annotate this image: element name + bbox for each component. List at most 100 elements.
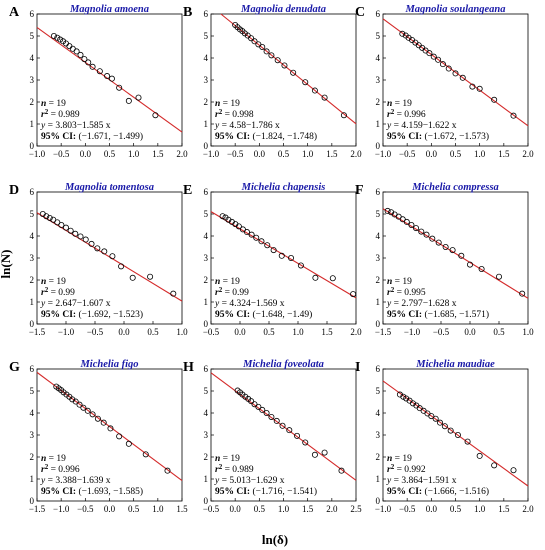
stat-n: n = 19	[41, 454, 66, 464]
regression-line	[220, 13, 357, 125]
data-point	[89, 63, 96, 70]
stat-ci: 95% CI: (−1.666, −1.516)	[387, 486, 489, 497]
data-point	[491, 462, 498, 469]
x-tick-label: 1.5	[498, 149, 510, 159]
stat-equation: y = 4.58−1.786 x	[214, 121, 280, 131]
data-point	[253, 234, 260, 241]
data-point	[85, 59, 92, 66]
data-point	[109, 253, 116, 260]
stat-ci: 95% CI: (−1.692, −1.523)	[41, 309, 143, 320]
data-point	[135, 94, 142, 101]
y-tick-label: 5	[204, 209, 209, 219]
data-point	[399, 30, 406, 37]
panel-title: Magnolia soulangeana	[404, 4, 505, 15]
data-point	[338, 467, 345, 474]
data-point	[50, 33, 57, 40]
data-point	[88, 240, 95, 247]
data-point	[432, 415, 439, 422]
data-point	[80, 404, 87, 411]
data-point	[89, 411, 96, 418]
data-point	[270, 247, 277, 254]
data-point	[43, 213, 50, 220]
y-tick-label: 3	[204, 253, 209, 263]
data-point	[321, 94, 328, 101]
data-point	[466, 261, 473, 268]
y-tick-label: 4	[376, 231, 381, 241]
regression-line	[210, 211, 357, 299]
panel-d: 0 1 2 3 4 5 6 −1.5 −1.0 −0.5 0.0 0.5 1.0 D Magnolia to…	[9, 182, 188, 337]
x-tick-label: −0.5	[227, 149, 244, 159]
data-point	[46, 214, 53, 221]
data-point	[476, 85, 483, 92]
y-tick-label: 6	[204, 9, 209, 19]
data-point	[441, 423, 448, 430]
data-point	[104, 73, 111, 80]
stat-n: n = 19	[387, 277, 412, 287]
data-point	[164, 467, 171, 474]
y-tick-label: 1	[376, 119, 381, 129]
x-tick-label: 0.0	[254, 149, 266, 159]
data-point	[58, 221, 65, 228]
data-point	[278, 252, 285, 259]
data-point	[77, 233, 84, 240]
panel-letter: G	[9, 360, 20, 375]
x-tick-label: 2.5	[350, 504, 362, 514]
x-tick-label: −1.0	[203, 149, 220, 159]
regression-line	[382, 208, 529, 299]
panel-i: 0 1 2 3 4 5 6 −1.0 −0.5 0.0 0.5 1.0 1.5 2.0 I Michelia …	[355, 359, 534, 514]
y-tick-label: 1	[30, 474, 35, 484]
x-tick-label: −0.5	[433, 327, 450, 337]
y-tick-label: 2	[376, 97, 381, 107]
data-point	[311, 87, 318, 94]
data-point	[76, 401, 83, 408]
stat-ci: 95% CI: (−1.824, −1.748)	[215, 131, 317, 142]
data-point	[264, 242, 271, 249]
stat-equation: y = 5.013−1.629 x	[214, 476, 285, 486]
stat-ci: 95% CI: (−1.693, −1.585)	[41, 486, 143, 497]
data-point	[101, 248, 108, 255]
panel-g: 0 1 2 3 4 5 6 −1.5 −1.0 −0.5 0.0 0.5 1.0 1.5 G Michelia…	[9, 359, 188, 514]
data-point	[430, 53, 437, 60]
data-point	[288, 254, 295, 261]
x-tick-label: −0.5	[203, 504, 220, 514]
data-point	[72, 398, 79, 405]
x-tick-label: −0.5	[203, 327, 220, 337]
panel-b: 0 1 2 3 4 5 6 −1.0 −0.5 0.0 0.5 1.0 1.5 2.0 B Magnolia …	[183, 4, 362, 159]
y-tick-label: 4	[376, 408, 381, 418]
x-tick-label: 0.5	[263, 327, 275, 337]
data-point	[263, 409, 270, 416]
data-point	[458, 252, 465, 259]
y-tick-label: 4	[30, 53, 35, 63]
x-tick-label: 2.0	[350, 149, 362, 159]
stat-r2: r2 = 0.992	[387, 463, 426, 475]
stat-n: n = 19	[215, 99, 240, 109]
panel-title: Michelia chapensis	[241, 182, 326, 193]
x-tick-label: 1.5	[321, 327, 333, 337]
data-point	[286, 427, 293, 434]
x-tick-label: 1.0	[292, 327, 304, 337]
x-tick-label: 2.0	[522, 149, 534, 159]
y-tick-label: 3	[376, 75, 381, 85]
stat-n: n = 19	[387, 99, 412, 109]
data-point	[107, 425, 114, 432]
y-tick-label: 6	[376, 364, 381, 374]
x-tick-label: 0.5	[450, 504, 462, 514]
data-point	[442, 243, 449, 250]
y-tick-label: 4	[204, 53, 209, 63]
data-point	[418, 228, 425, 235]
panel-letter: B	[183, 5, 192, 20]
panel-title: Michelia foveolata	[242, 359, 324, 370]
stat-equation: y = 4.159−1.622 x	[386, 121, 457, 131]
x-tick-label: −0.5	[399, 149, 416, 159]
data-point	[259, 44, 266, 51]
data-point	[73, 48, 80, 55]
data-point	[454, 431, 461, 438]
data-point	[251, 38, 258, 45]
stat-equation: y = 3.388−1.639 x	[40, 476, 111, 486]
data-point	[67, 227, 74, 234]
data-point	[125, 97, 132, 104]
data-point	[152, 112, 159, 119]
data-point	[239, 226, 246, 233]
panel-letter: D	[9, 183, 19, 198]
